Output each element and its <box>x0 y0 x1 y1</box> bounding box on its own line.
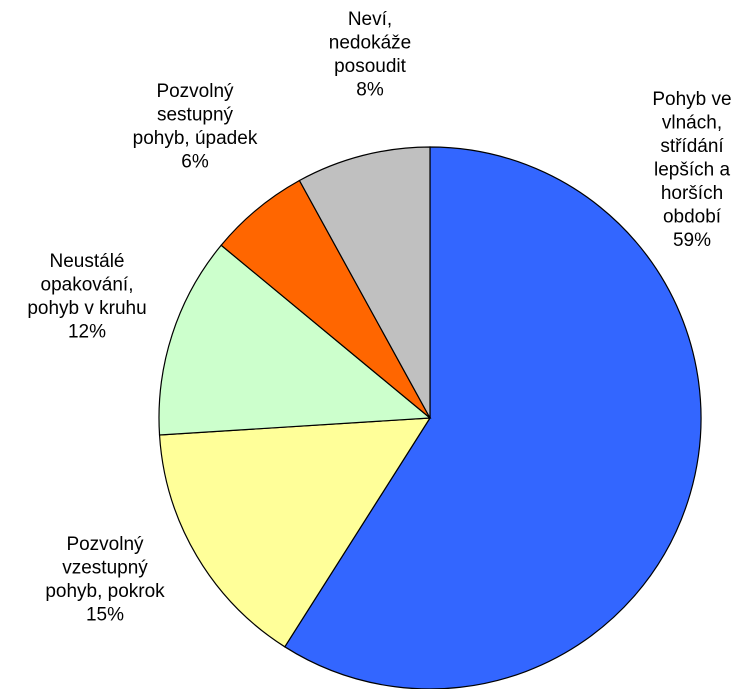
slice-label: nedokáže <box>329 33 411 54</box>
value-label: 6% <box>181 152 209 173</box>
slice-label: pohyb, úpadek <box>133 128 258 149</box>
slice-label: opakování, <box>41 275 134 296</box>
slice-label: vlnách, <box>662 113 722 134</box>
slice-label: Pozvolný <box>156 81 234 102</box>
value-label: 8% <box>356 80 384 101</box>
slice-label: Pozvolný <box>66 534 144 555</box>
slice-label: Pohyb ve <box>652 89 731 110</box>
value-label: 59% <box>673 230 711 251</box>
pie-slice <box>158 244 432 436</box>
value-label: 15% <box>86 605 124 626</box>
slice-label: posoudit <box>334 56 407 77</box>
slice-label: vzestupný <box>62 558 148 579</box>
slice-label: lepších a <box>654 160 730 181</box>
slice-label: období <box>663 207 722 228</box>
slice-label: pohyb v kruhu <box>27 298 146 319</box>
slice-label: Neustálé <box>50 251 125 272</box>
slice-label: sestupný <box>157 105 234 126</box>
value-label: 12% <box>68 322 106 343</box>
pie-slice <box>158 417 432 648</box>
slice-label: střídání <box>660 136 724 157</box>
pie-slice <box>298 146 431 419</box>
slice-label: horších <box>661 183 723 204</box>
slice-label: pohyb, pokrok <box>45 581 165 602</box>
slice-label: Neví, <box>348 9 392 30</box>
